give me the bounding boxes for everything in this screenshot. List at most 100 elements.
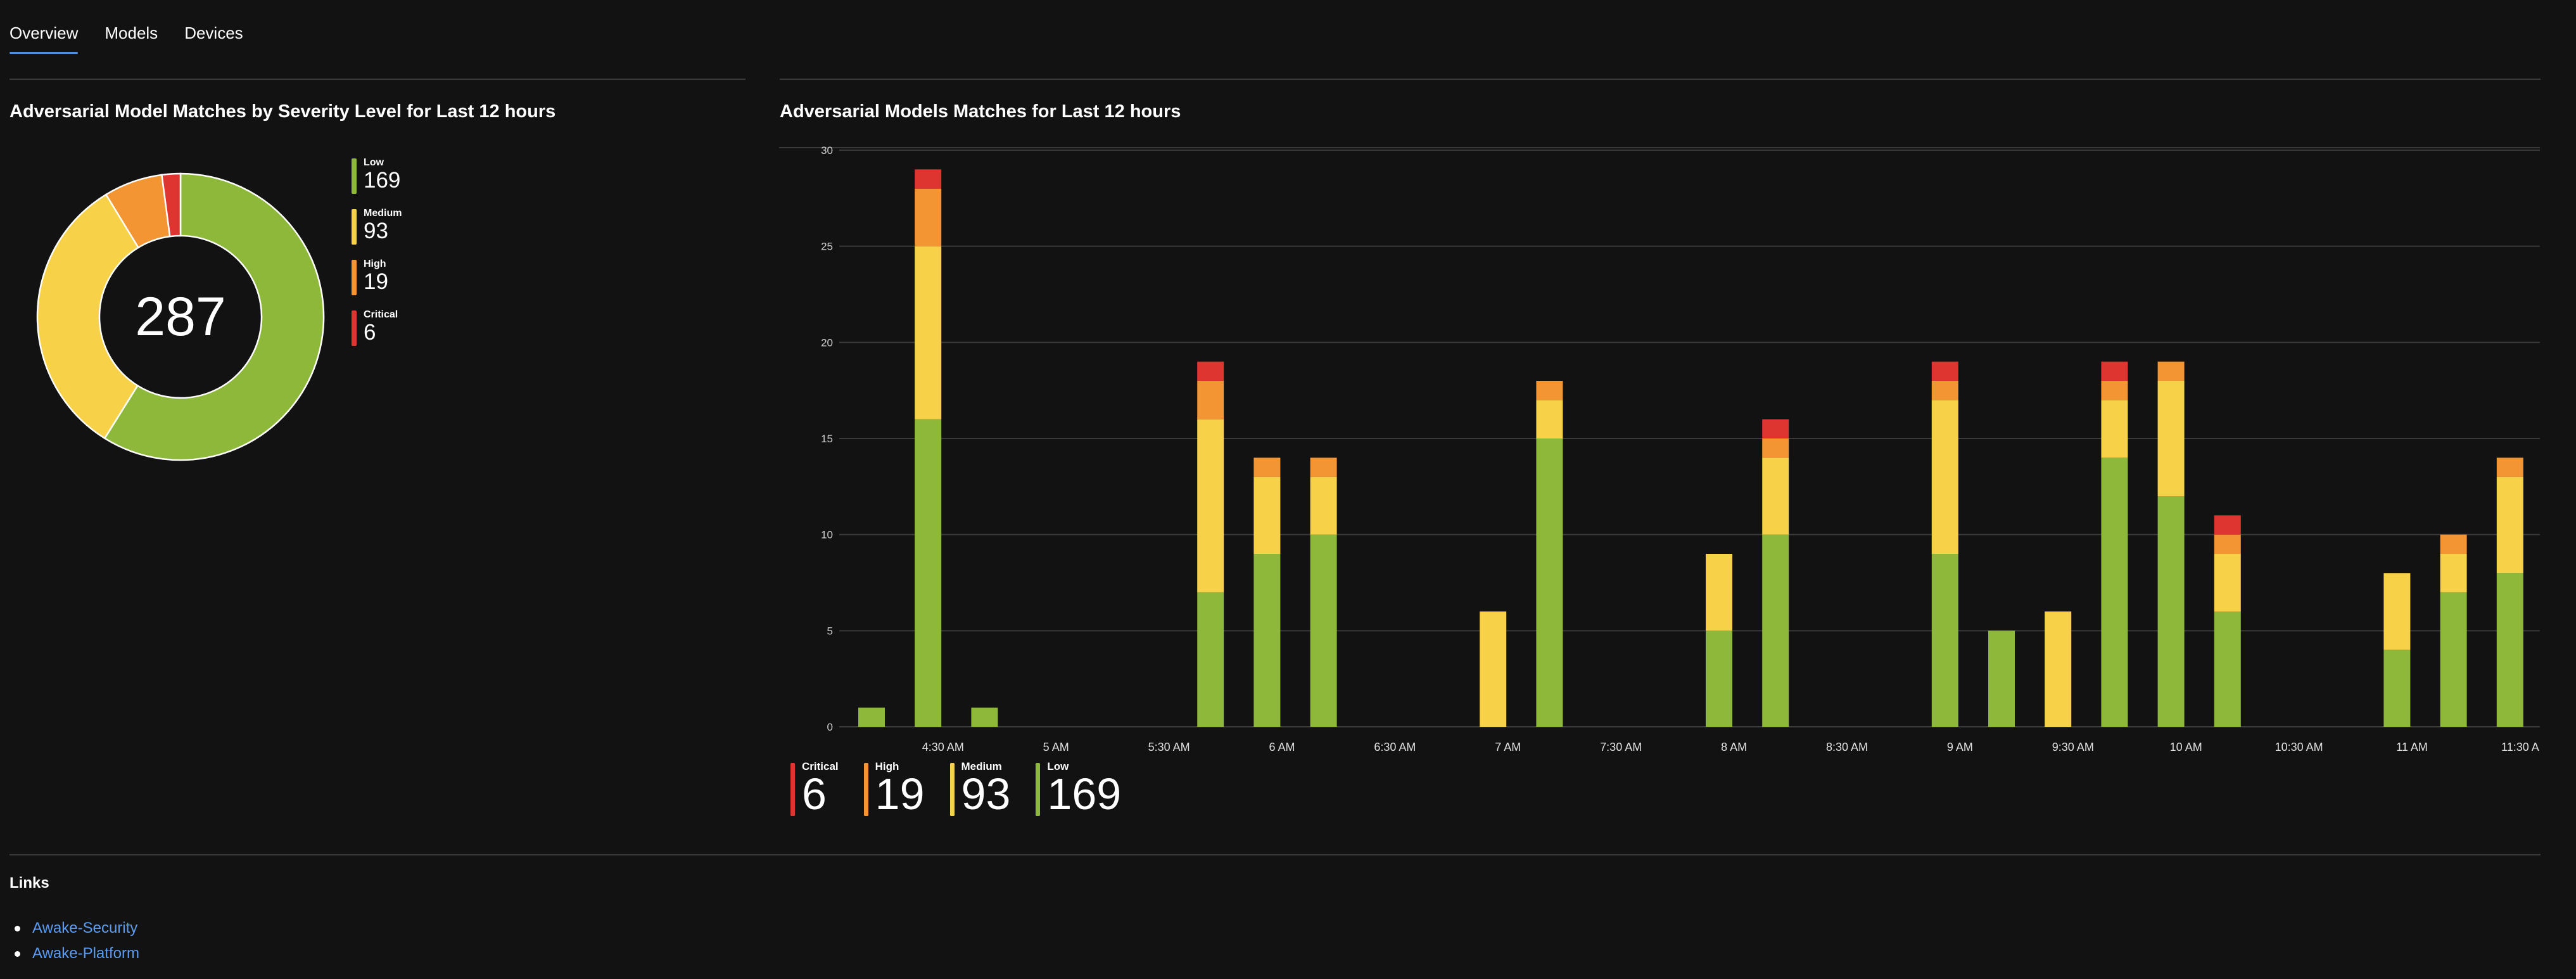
bar-segment-high[interactable] [915, 188, 942, 246]
bar-segment-critical[interactable] [2101, 361, 2128, 381]
bar-segment-medium[interactable] [2383, 573, 2411, 650]
tab-bar: Overview Models Devices [10, 14, 243, 58]
bar-segment-low[interactable] [1988, 630, 2015, 727]
x-tick-label: 9:30 AM [2052, 741, 2094, 753]
bar-legend-value-high: 19 [875, 769, 925, 819]
bar-segment-low[interactable] [2440, 592, 2467, 727]
bar-segment-medium[interactable] [2496, 477, 2523, 573]
donut-slice-medium[interactable] [36, 193, 140, 440]
bar-segment-low[interactable] [1253, 554, 1281, 727]
bar-legend-value-medium: 93 [961, 769, 1011, 819]
tab-devices[interactable]: Devices [184, 23, 243, 42]
bar-segment-medium[interactable] [2214, 554, 2241, 611]
donut-legend-item-medium: Medium 93 [352, 208, 402, 245]
bullet-icon [15, 926, 20, 931]
y-tick-label: 0 [827, 721, 833, 733]
bar-segment-critical[interactable] [1931, 361, 1958, 381]
donut-legend-item-low: Low 169 [352, 157, 402, 194]
bar-segment-critical[interactable] [1197, 361, 1224, 381]
tab-overview[interactable]: Overview [10, 14, 79, 54]
bar-segment-medium[interactable] [1480, 611, 1507, 727]
bar-legend-swatch-medium [949, 763, 955, 816]
link-awake-platform[interactable]: Awake-Platform [32, 945, 139, 962]
bar-segment-high[interactable] [2440, 534, 2467, 554]
bar-segment-low[interactable] [2101, 458, 2128, 727]
bar-segment-high[interactable] [2214, 534, 2241, 554]
bar-legend-item-critical: Critical 6 [790, 760, 839, 817]
bar-segment-critical[interactable] [2214, 515, 2241, 535]
bar-segment-low[interactable] [1762, 534, 1789, 727]
bar-legend-swatch-high [863, 763, 868, 816]
bar-legend-value-critical: 6 [802, 769, 827, 819]
bar-legend-label-high: High [875, 760, 899, 772]
bar-segment-high[interactable] [2496, 458, 2523, 477]
x-tick-label: 10:30 AM [2275, 741, 2323, 753]
bar-segment-medium[interactable] [2440, 554, 2467, 592]
bar-segment-low[interactable] [1310, 534, 1337, 727]
bar-legend: Critical 6 High 19 Medium 93 Low 169 [790, 760, 1121, 817]
bar-segment-low[interactable] [2214, 611, 2241, 727]
bar-segment-medium[interactable] [1706, 554, 1732, 631]
bar-segment-critical[interactable] [915, 169, 942, 189]
bar-segment-medium[interactable] [1762, 458, 1789, 535]
x-tick-label: 6:30 AM [1374, 741, 1416, 753]
y-tick-label: 5 [827, 625, 833, 637]
bar-segment-high[interactable] [2101, 381, 2128, 400]
bar-segment-high[interactable] [1536, 381, 1563, 400]
tab-models[interactable]: Models [105, 23, 158, 42]
bar-segment-low[interactable] [2157, 496, 2185, 727]
x-tick-label: 9 AM [1947, 741, 1973, 753]
links-list: Awake-Security Awake-Platform [10, 916, 139, 966]
legend-swatch-medium [352, 209, 357, 245]
bar-chart-title: Adversarial Models Matches for Last 12 h… [780, 101, 1181, 122]
x-tick-label: 7:30 AM [1600, 741, 1642, 753]
bar-segment-low[interactable] [858, 707, 885, 727]
bar-segment-low[interactable] [915, 419, 942, 727]
bar-segment-medium[interactable] [1253, 477, 1281, 554]
legend-label-medium: Medium [364, 208, 402, 219]
donut-slice-low[interactable] [103, 172, 325, 461]
donut-slice-critical[interactable] [160, 172, 182, 238]
bar-segment-high[interactable] [2157, 361, 2185, 381]
legend-value-low: 169 [364, 168, 401, 193]
bar-segment-medium[interactable] [1310, 477, 1337, 535]
matches-stacked-bar-chart: 0 5 10 15 20 25 30 4:30 AM 5 AM 5:30 AM 6 AM 6:30 A… [779, 144, 2540, 753]
legend-swatch-critical [352, 310, 357, 346]
bar-segment-medium[interactable] [1931, 400, 1958, 554]
bar-legend-label-critical: Critical [802, 760, 839, 772]
bar-segment-medium[interactable] [1197, 419, 1224, 592]
legend-label-critical: Critical [364, 309, 398, 320]
x-tick-label: 5 AM [1043, 741, 1069, 753]
bar-legend-item-medium: Medium 93 [949, 760, 1011, 819]
list-item: Awake-Platform [10, 941, 139, 966]
bar-segment-medium[interactable] [2045, 611, 2072, 727]
bar-segment-medium[interactable] [1536, 400, 1563, 438]
bar-segment-low[interactable] [2496, 573, 2523, 727]
bar-segment-medium[interactable] [2157, 381, 2185, 496]
bar-segment-high[interactable] [1762, 438, 1789, 458]
y-tick-label: 20 [821, 336, 833, 349]
bar-segment-medium[interactable] [915, 246, 942, 419]
bar-segment-low[interactable] [1931, 554, 1958, 727]
bar-segment-high[interactable] [1310, 458, 1337, 477]
bar-segment-medium[interactable] [2101, 400, 2128, 458]
bar-segment-high[interactable] [1253, 458, 1281, 477]
bar-segment-high[interactable] [1931, 381, 1958, 400]
bar-segment-low[interactable] [1536, 438, 1563, 727]
bar-segment-low[interactable] [971, 707, 998, 727]
bar-legend-swatch-low [1036, 763, 1041, 816]
x-tick-label: 11 AM [2396, 741, 2428, 753]
bar-segment-low[interactable] [2383, 649, 2411, 727]
link-awake-security[interactable]: Awake-Security [32, 919, 138, 937]
x-tick-label: 4:30 AM [922, 741, 964, 753]
bar-segment-critical[interactable] [1762, 419, 1789, 438]
bar-legend-swatch-critical [790, 763, 795, 816]
bullet-icon [15, 951, 20, 957]
list-item: Awake-Security [10, 916, 139, 941]
divider-left [10, 79, 746, 80]
bar-segment-low[interactable] [1706, 630, 1732, 727]
legend-swatch-low [352, 158, 357, 194]
bar-segment-low[interactable] [1197, 592, 1224, 727]
bar-segment-high[interactable] [1197, 381, 1224, 419]
legend-label-high: High [364, 259, 386, 269]
